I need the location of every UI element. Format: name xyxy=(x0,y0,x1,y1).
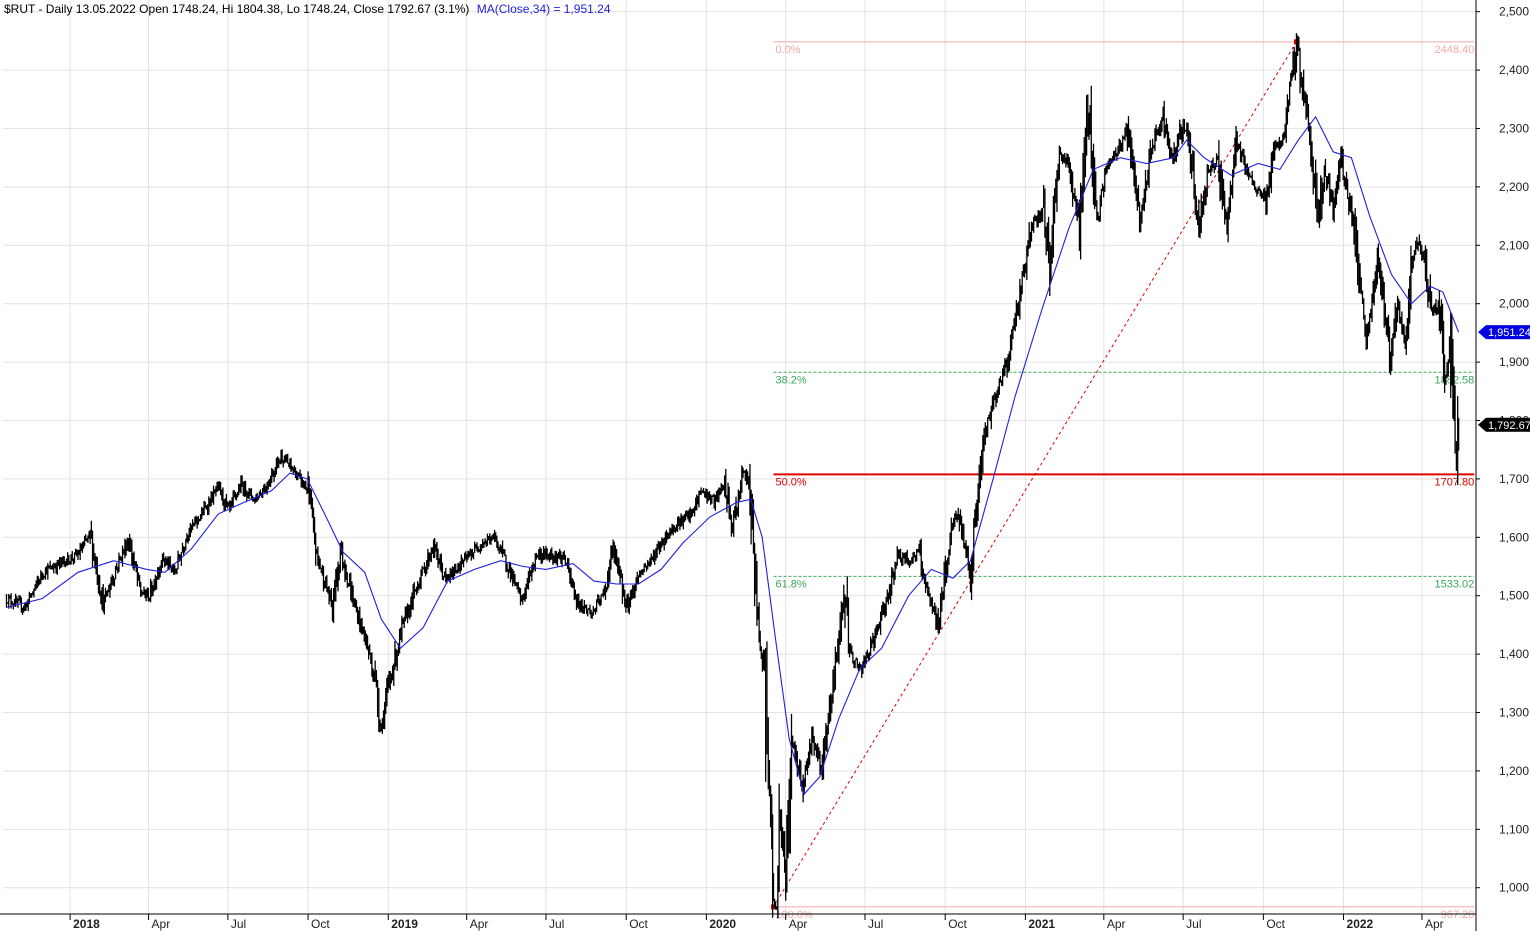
chart-header: $RUT - Daily 13.05.2022 Open 1748.24, Hi… xyxy=(4,2,611,16)
fib-level-value: 967.20 xyxy=(1441,909,1475,921)
last-price-badge-pointer xyxy=(1478,417,1486,432)
x-tick-year-label: 2019 xyxy=(391,917,418,931)
grid xyxy=(3,0,1476,914)
y-tick-label: 1,700 xyxy=(1499,472,1529,486)
x-tick-month-label: Jul xyxy=(1186,917,1201,931)
x-tick-year-label: 2020 xyxy=(709,917,736,931)
fib-level-pct: 50.0% xyxy=(775,476,806,488)
fib-level-value: 2448.40 xyxy=(1434,44,1474,56)
x-tick-month-label: Jul xyxy=(549,917,564,931)
ma-line xyxy=(6,115,1460,796)
y-tick-label: 1,300 xyxy=(1499,706,1529,720)
ma-last-badge-bg xyxy=(1486,325,1530,340)
fib-trend-line xyxy=(773,41,1297,908)
header-symbol-info: $RUT - Daily 13.05.2022 Open 1748.24, Hi… xyxy=(4,2,611,16)
x-tick-month-label: Apr xyxy=(1107,917,1126,931)
y-tick-label: 2,200 xyxy=(1499,180,1529,194)
last-price-badge-bg xyxy=(1486,417,1530,432)
header-ma-text: MA(Close,34) = 1,951.24 xyxy=(477,2,611,16)
fib-anchor-low xyxy=(770,904,776,910)
y-tick-label: 1,000 xyxy=(1499,881,1529,895)
x-tick-month-label: Jul xyxy=(231,917,246,931)
y-tick-label: 1,400 xyxy=(1499,647,1529,661)
y-tick-label: 2,100 xyxy=(1499,238,1529,252)
x-tick-month-label: Apr xyxy=(470,917,489,931)
x-tick-year-label: 2022 xyxy=(1347,917,1374,931)
y-tick-label: 1,600 xyxy=(1499,530,1529,544)
ma-last-badge-pointer xyxy=(1478,325,1486,340)
y-tick-label: 1,900 xyxy=(1499,355,1529,369)
y-tick-label: 2,300 xyxy=(1499,121,1529,135)
moving-average-series xyxy=(6,115,1460,796)
x-tick-month-label: Apr xyxy=(789,917,808,931)
fib-level-value: 1707.80 xyxy=(1434,476,1474,488)
price-badges: 1,951.24 1,792.67 xyxy=(1478,325,1530,432)
fib-level-pct: 0.0% xyxy=(775,44,800,56)
x-tick-year-label: 2018 xyxy=(73,917,100,931)
header-ohlc-text: $RUT - Daily 13.05.2022 Open 1748.24, Hi… xyxy=(4,2,469,16)
price-series xyxy=(5,33,1460,919)
x-tick-month-label: Jul xyxy=(868,917,883,931)
x-tick-month-label: Oct xyxy=(1266,917,1285,931)
y-tick-label: 2,500 xyxy=(1499,5,1529,19)
fib-level-pct: 38.2% xyxy=(775,374,806,386)
fib-level-pct: 61.8% xyxy=(775,578,806,590)
fib-level-pct: 100.0% xyxy=(775,909,813,921)
x-tick-year-label: 2021 xyxy=(1028,917,1055,931)
y-tick-label: 2,400 xyxy=(1499,63,1529,77)
y-tick-label: 1,100 xyxy=(1499,822,1529,836)
x-tick-month-label: Apr xyxy=(1425,917,1444,931)
x-tick-month-label: Apr xyxy=(152,917,171,931)
x-tick-month-label: Oct xyxy=(948,917,967,931)
x-tick-month-label: Oct xyxy=(311,917,330,931)
y-tick-label: 2,000 xyxy=(1499,297,1529,311)
ma-last-badge-text: 1,951.24 xyxy=(1488,327,1530,339)
last-price-badge-text: 1,792.67 xyxy=(1488,420,1530,432)
x-tick-month-label: Oct xyxy=(629,917,648,931)
fib-level-value: 1533.02 xyxy=(1434,578,1474,590)
y-tick-label: 1,200 xyxy=(1499,764,1529,778)
y-tick-label: 1,500 xyxy=(1499,589,1529,603)
